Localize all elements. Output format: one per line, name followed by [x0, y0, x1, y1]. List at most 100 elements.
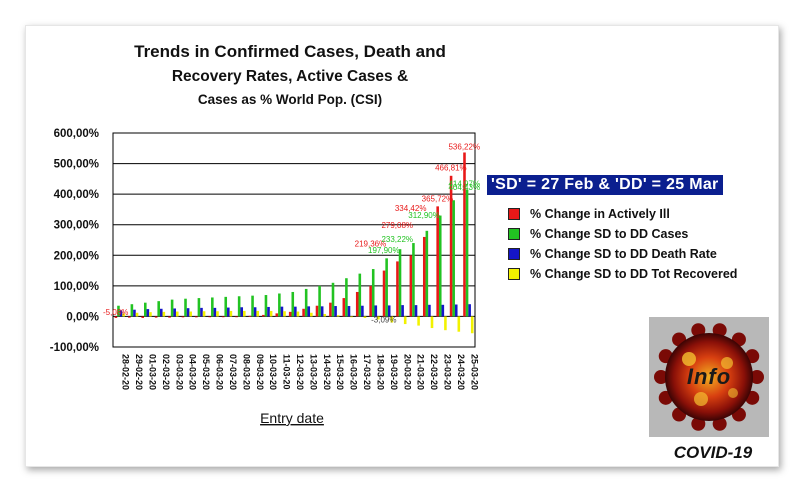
y-tick-label: 300,00% [54, 220, 99, 232]
bar [371, 269, 375, 317]
x-tick-label: 19-03-20 [389, 354, 399, 390]
bar [320, 306, 324, 317]
bar [130, 304, 134, 317]
x-tick-label: 09-03-20 [255, 354, 265, 390]
virus-spike [750, 370, 764, 384]
x-tick-label: 24-03-20 [456, 354, 466, 390]
bar [195, 316, 198, 318]
bar [428, 304, 431, 317]
chart-subtitle: Recovery Rates, Active Cases & [171, 68, 409, 85]
y-tick-label: 400,00% [54, 189, 99, 201]
bar [323, 313, 327, 317]
legend-label: % Change SD to DD Cases [530, 227, 689, 241]
bar [237, 296, 241, 317]
bar [186, 308, 190, 317]
data-label: 536,22% [448, 142, 480, 151]
bar [390, 316, 394, 323]
bar [267, 306, 270, 317]
x-tick-label: 28-02-20 [121, 354, 131, 390]
bar [135, 312, 139, 317]
bar [334, 306, 337, 317]
bar [114, 316, 118, 318]
info-logo: Info [649, 317, 769, 437]
bar [175, 311, 179, 317]
bar [213, 307, 217, 317]
bar [269, 310, 273, 317]
legend-swatch-red [508, 208, 520, 220]
bar [248, 315, 252, 317]
x-tick-label: 11-03-20 [282, 354, 292, 390]
legend-swatch-yellow [508, 268, 520, 280]
data-label: 466,81% [435, 164, 467, 173]
bar [119, 310, 123, 317]
bar [200, 307, 203, 317]
legend-label: % Change in Actively Ill [530, 207, 670, 221]
x-tick-label: 20-03-20 [402, 354, 412, 390]
bar [361, 305, 364, 317]
x-tick-label: 22-03-20 [429, 354, 439, 390]
legend-swatch-green [508, 228, 520, 240]
bar [170, 299, 174, 317]
x-tick-label: 05-03-20 [201, 354, 211, 390]
bar [470, 316, 474, 334]
x-tick-label: 06-03-20 [215, 354, 225, 390]
x-tick-label: 15-03-20 [335, 354, 345, 390]
bar [318, 285, 321, 317]
bar [227, 307, 230, 317]
bar [146, 309, 150, 317]
chart-subtitle-2: Cases as % World Pop. (CSI) [197, 92, 383, 107]
bar [154, 316, 158, 318]
legend-swatch-blue [508, 248, 520, 260]
virus-spike [654, 370, 668, 384]
x-tick-label: 25-03-20 [469, 354, 479, 390]
bar [157, 301, 160, 317]
bar [358, 273, 362, 317]
bar [128, 316, 131, 318]
bar [294, 306, 297, 317]
bar [221, 316, 225, 318]
bar [369, 285, 372, 317]
bar [162, 311, 166, 317]
bar [377, 316, 380, 320]
bar [240, 307, 244, 317]
x-tick-label: 29-02-20 [134, 354, 144, 390]
bar [315, 305, 319, 317]
bar [430, 316, 434, 329]
bar [465, 189, 469, 317]
bar [159, 308, 163, 317]
bar [189, 311, 192, 317]
bar [184, 298, 187, 317]
bar [235, 316, 238, 318]
bar [398, 249, 402, 317]
bar [387, 305, 391, 317]
bar [173, 308, 176, 317]
bar [283, 311, 286, 317]
x-tick-label: 04-03-20 [188, 354, 198, 390]
data-label: 414,97% [448, 180, 480, 189]
bar [251, 295, 254, 317]
bar [468, 304, 471, 317]
y-tick-label: 0,00% [66, 311, 99, 323]
bar [463, 152, 466, 317]
x-tick-label: 16-03-20 [349, 354, 359, 390]
bar [117, 305, 120, 317]
bar [280, 306, 284, 317]
legend-item-recovered: % Change SD to DD Tot Recovered [508, 264, 737, 284]
bar [412, 243, 415, 317]
data-label: 219,36% [355, 239, 387, 248]
x-tick-label: 12-03-20 [295, 354, 305, 390]
y-tick-label: 100,00% [54, 281, 99, 293]
y-tick-label: 600,00% [54, 128, 99, 140]
bar [355, 291, 359, 317]
x-tick-label: 08-03-20 [241, 354, 251, 390]
bar [414, 305, 418, 317]
bar [363, 316, 367, 318]
x-tick-label: 10-03-20 [268, 354, 278, 390]
y-tick-label: 200,00% [54, 250, 99, 262]
bar [133, 309, 136, 317]
data-label: 334,42% [395, 204, 427, 213]
bar [409, 255, 413, 317]
bar [291, 291, 295, 317]
bar [122, 313, 125, 317]
